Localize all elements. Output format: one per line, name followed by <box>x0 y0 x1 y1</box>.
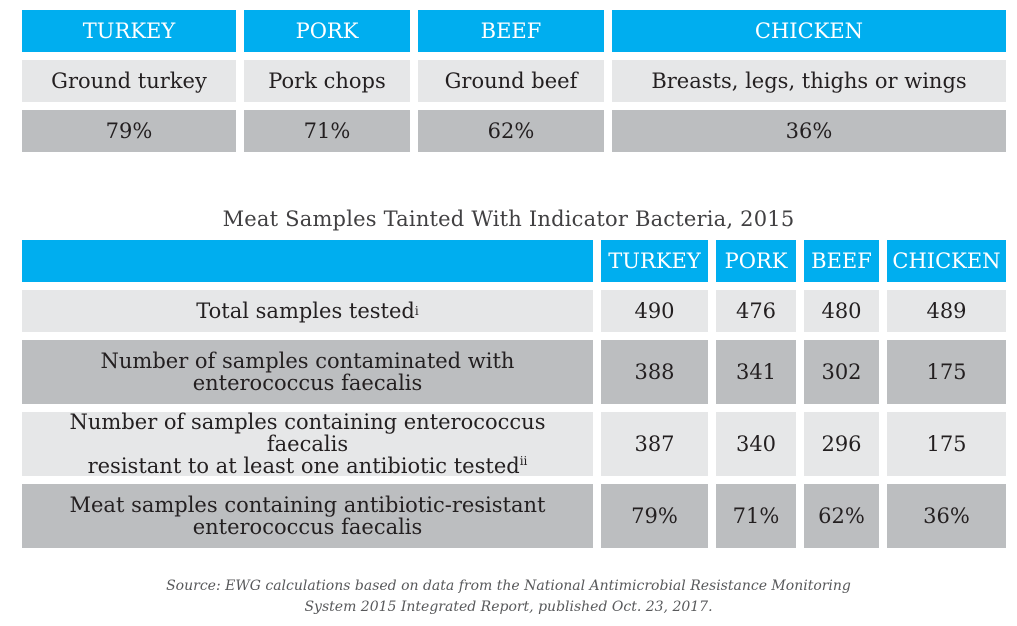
row-label-line1: Number of samples containing enterococcu… <box>69 410 546 456</box>
table-cell: 480 <box>804 290 879 332</box>
row-label-total-samples: Total samples tested i <box>22 290 593 332</box>
detail-header-blank <box>22 240 593 282</box>
table-cell: 62% <box>804 484 879 548</box>
row-label-line1: Number of samples contaminated with <box>100 349 515 373</box>
table-cell: 388 <box>601 340 708 404</box>
detail-header-chicken: CHICKEN <box>887 240 1006 282</box>
summary-header-beef: BEEF <box>418 10 604 52</box>
row-label-line2: enterococcus faecalis <box>192 371 423 395</box>
source-line2: System 2015 Integrated Report, published… <box>304 599 713 615</box>
summary-header-turkey: TURKEY <box>22 10 236 52</box>
row-label-line2: resistant to at least one antibiotic tes… <box>87 454 520 478</box>
table-cell: 489 <box>887 290 1006 332</box>
row-label-text: Total samples tested <box>196 299 415 323</box>
source-note: Source: EWG calculations based on data f… <box>0 576 1017 618</box>
table-cell: 175 <box>887 412 1006 476</box>
summary-percent-beef: 62% <box>418 110 604 152</box>
detail-table-title: Meat Samples Tainted With Indicator Bact… <box>222 207 795 231</box>
table-cell: 387 <box>601 412 708 476</box>
table-cell: 36% <box>887 484 1006 548</box>
summary-product-chicken: Breasts, legs, thighs or wings <box>612 60 1006 102</box>
detail-header-turkey: TURKEY <box>601 240 708 282</box>
row-label-line2: enterococcus faecalis <box>192 515 423 539</box>
row-label-resistant: Number of samples containing enterococcu… <box>22 410 593 477</box>
table-cell: 296 <box>804 412 879 476</box>
table-cell: 71% <box>716 484 796 548</box>
row-label-line2-wrap: resistant to at least one antibiotic tes… <box>88 455 528 477</box>
table-cell: 302 <box>804 340 879 404</box>
source-line1: Source: EWG calculations based on data f… <box>166 578 851 594</box>
detail-header-pork: PORK <box>716 240 796 282</box>
summary-product-beef: Ground beef <box>418 60 604 102</box>
detail-header-beef: BEEF <box>804 240 879 282</box>
summary-product-turkey: Ground turkey <box>22 60 236 102</box>
table-cell: 341 <box>716 340 796 404</box>
table-cell: 79% <box>601 484 708 548</box>
summary-percent-chicken: 36% <box>612 110 1006 152</box>
summary-header-pork: PORK <box>244 10 410 52</box>
row-label-contaminated: Number of samples contaminated with ente… <box>22 340 593 404</box>
table-cell: 490 <box>601 290 708 332</box>
summary-product-pork: Pork chops <box>244 60 410 102</box>
row-label-line1: Meat samples containing antibiotic-resis… <box>69 493 546 517</box>
table-cell: 476 <box>716 290 796 332</box>
summary-percent-pork: 71% <box>244 110 410 152</box>
footnote-marker: ii <box>519 454 528 468</box>
summary-percent-turkey: 79% <box>22 110 236 152</box>
table-cell: 340 <box>716 412 796 476</box>
row-label-meat-samples-resistant: Meat samples containing antibiotic-resis… <box>22 484 593 548</box>
summary-header-chicken: CHICKEN <box>612 10 1006 52</box>
table-cell: 175 <box>887 340 1006 404</box>
